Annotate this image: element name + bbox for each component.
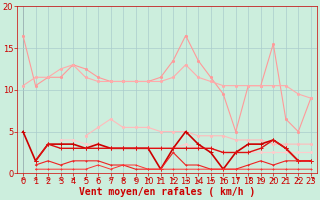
X-axis label: Vent moyen/en rafales ( km/h ): Vent moyen/en rafales ( km/h ) <box>79 187 255 197</box>
